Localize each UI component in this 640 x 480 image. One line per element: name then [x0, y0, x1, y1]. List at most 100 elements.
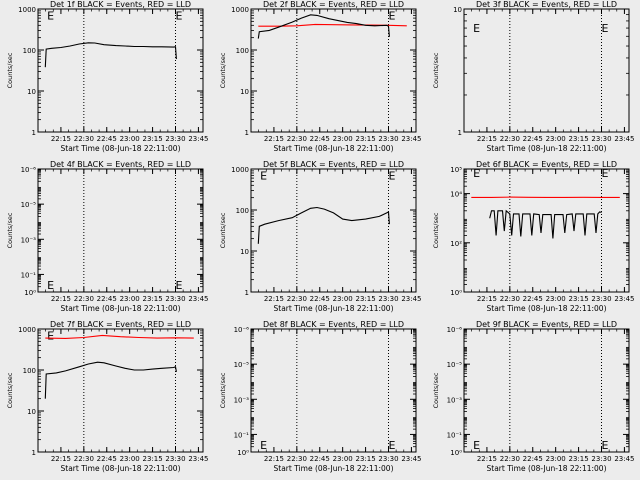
x-tick-label: 23:45	[401, 455, 421, 463]
y-axis-label: Counts/sec	[432, 52, 440, 88]
panel-title: Det 6f BLACK = Events, RED = LLD	[476, 160, 617, 169]
lld-series-line	[45, 334, 194, 339]
y-tick-label: 10⁻³	[21, 236, 37, 244]
x-tick-label: 22:30	[287, 455, 307, 463]
event-marker: E	[47, 329, 54, 342]
detector-panel-6: Det 6f BLACK = Events, RED = LLD Counts/s…	[432, 160, 635, 313]
y-axis-label: Counts/sec	[6, 52, 14, 88]
x-tick-label: 23:15	[142, 455, 162, 463]
x-tick-label: 23:00	[333, 455, 353, 463]
panel-title: Det 1f BLACK = Events, RED = LLD	[50, 0, 191, 9]
detector-panel-7: Det 7f BLACK = Events, RED = LLD Counts/s…	[6, 320, 209, 473]
x-tick-label: 22:45	[523, 455, 543, 463]
detector-panel-1: Det 1f BLACK = Events, RED = LLD Counts/s…	[6, 0, 209, 153]
plot-frame	[250, 328, 417, 453]
x-tick-label: 23:45	[401, 135, 421, 143]
plot-frame	[463, 328, 630, 453]
x-tick-label: 23:15	[355, 295, 375, 303]
y-tick-label: 100	[23, 367, 36, 375]
x-tick-label: 23:30	[378, 455, 398, 463]
y-tick-label: 10⁴	[450, 191, 462, 199]
y-tick-label: 10⁻⁵	[447, 361, 463, 369]
x-tick-label: 23:45	[614, 295, 634, 303]
event-marker: E	[389, 169, 396, 182]
x-tick-label: 22:15	[264, 135, 284, 143]
x-tick-label: 22:30	[500, 135, 520, 143]
y-tick-label: 10	[27, 88, 36, 96]
x-tick-label: 23:15	[568, 455, 588, 463]
event-marker: E	[473, 439, 480, 452]
plot-frame	[250, 168, 417, 293]
x-tick-label: 23:30	[378, 135, 398, 143]
x-tick-label: 23:15	[142, 295, 162, 303]
y-tick-label: 10⁵	[450, 166, 462, 174]
y-tick-label: 10⁰	[24, 289, 36, 297]
x-axis-label: Start Time (08-Jun-18 22:11:00)	[487, 144, 607, 153]
x-tick-label: 23:15	[355, 455, 375, 463]
y-tick-label: 1	[32, 449, 36, 457]
x-tick-label: 23:30	[591, 135, 611, 143]
x-axis-label: Start Time (08-Jun-18 22:11:00)	[487, 464, 607, 473]
y-tick-label: 100	[23, 47, 36, 55]
panel-title: Det 3f BLACK = Events, RED = LLD	[476, 0, 617, 9]
x-tick-label: 23:00	[120, 295, 140, 303]
x-tick-label: 22:45	[523, 295, 543, 303]
event-marker: E	[602, 22, 609, 35]
panel-title: Det 2f BLACK = Events, RED = LLD	[263, 0, 404, 9]
y-tick-label: 100	[236, 47, 249, 55]
x-tick-label: 23:00	[546, 455, 566, 463]
x-tick-label: 23:30	[591, 295, 611, 303]
y-tick-label: 10⁰	[450, 289, 462, 297]
x-tick-label: 22:45	[310, 295, 330, 303]
panel-title: Det 4f BLACK = Events, RED = LLD	[50, 160, 191, 169]
y-axis-label: Counts/sec	[6, 212, 14, 248]
x-tick-label: 23:45	[614, 135, 634, 143]
x-tick-label: 23:30	[591, 455, 611, 463]
x-tick-label: 23:00	[120, 135, 140, 143]
detector-panel-2: Det 2f BLACK = Events, RED = LLD Counts/s…	[219, 0, 422, 153]
x-tick-label: 22:45	[97, 135, 117, 143]
detector-panel-5: Det 5f BLACK = Events, RED = LLD Counts/s…	[219, 160, 422, 313]
event-marker: E	[260, 169, 267, 182]
x-tick-label: 23:15	[568, 135, 588, 143]
y-tick-label: 1	[245, 289, 249, 297]
x-tick-label: 22:45	[523, 135, 543, 143]
y-axis-label: Counts/sec	[432, 212, 440, 248]
x-tick-label: 22:15	[51, 135, 71, 143]
event-marker: E	[389, 9, 396, 22]
x-tick-label: 22:45	[310, 455, 330, 463]
x-tick-label: 23:45	[401, 295, 421, 303]
y-tick-label: 10⁻⁵	[21, 201, 37, 209]
y-tick-label: 10⁻⁶	[234, 326, 250, 334]
y-axis-label: Counts/sec	[219, 212, 227, 248]
detector-panel-9: Det 9f BLACK = Events, RED = LLD Counts/s…	[432, 320, 635, 473]
y-tick-label: 1000	[18, 6, 36, 14]
x-axis-label: Start Time (08-Jun-18 22:11:00)	[61, 144, 181, 153]
x-tick-label: 22:30	[74, 135, 94, 143]
plot-frame	[463, 8, 630, 133]
events-series-line	[257, 14, 390, 39]
detector-panel-3: Det 3f BLACK = Events, RED = LLD Counts/s…	[432, 0, 635, 153]
event-marker: E	[176, 9, 183, 22]
event-marker: E	[602, 439, 609, 452]
x-tick-label: 22:30	[74, 295, 94, 303]
x-axis-label: Start Time (08-Jun-18 22:11:00)	[274, 144, 394, 153]
x-axis-label: Start Time (08-Jun-18 22:11:00)	[61, 304, 181, 313]
y-tick-label: 1000	[231, 6, 249, 14]
panel-title: Det 9f BLACK = Events, RED = LLD	[476, 320, 617, 329]
x-tick-label: 23:00	[333, 135, 353, 143]
x-tick-label: 23:30	[378, 295, 398, 303]
x-tick-label: 22:15	[477, 135, 497, 143]
plot-frame	[37, 8, 204, 133]
y-tick-label: 10⁻⁶	[447, 326, 463, 334]
x-tick-label: 22:45	[97, 295, 117, 303]
plot-frame	[250, 8, 417, 133]
x-tick-label: 23:45	[188, 455, 208, 463]
event-marker: E	[473, 22, 480, 35]
x-tick-label: 22:30	[500, 295, 520, 303]
y-tick-label: 10⁻⁶	[21, 166, 37, 174]
detector-panel-8: Det 8f BLACK = Events, RED = LLD Counts/s…	[219, 320, 422, 473]
panel-title: Det 5f BLACK = Events, RED = LLD	[263, 160, 404, 169]
y-tick-label: 10⁻¹	[234, 431, 250, 439]
